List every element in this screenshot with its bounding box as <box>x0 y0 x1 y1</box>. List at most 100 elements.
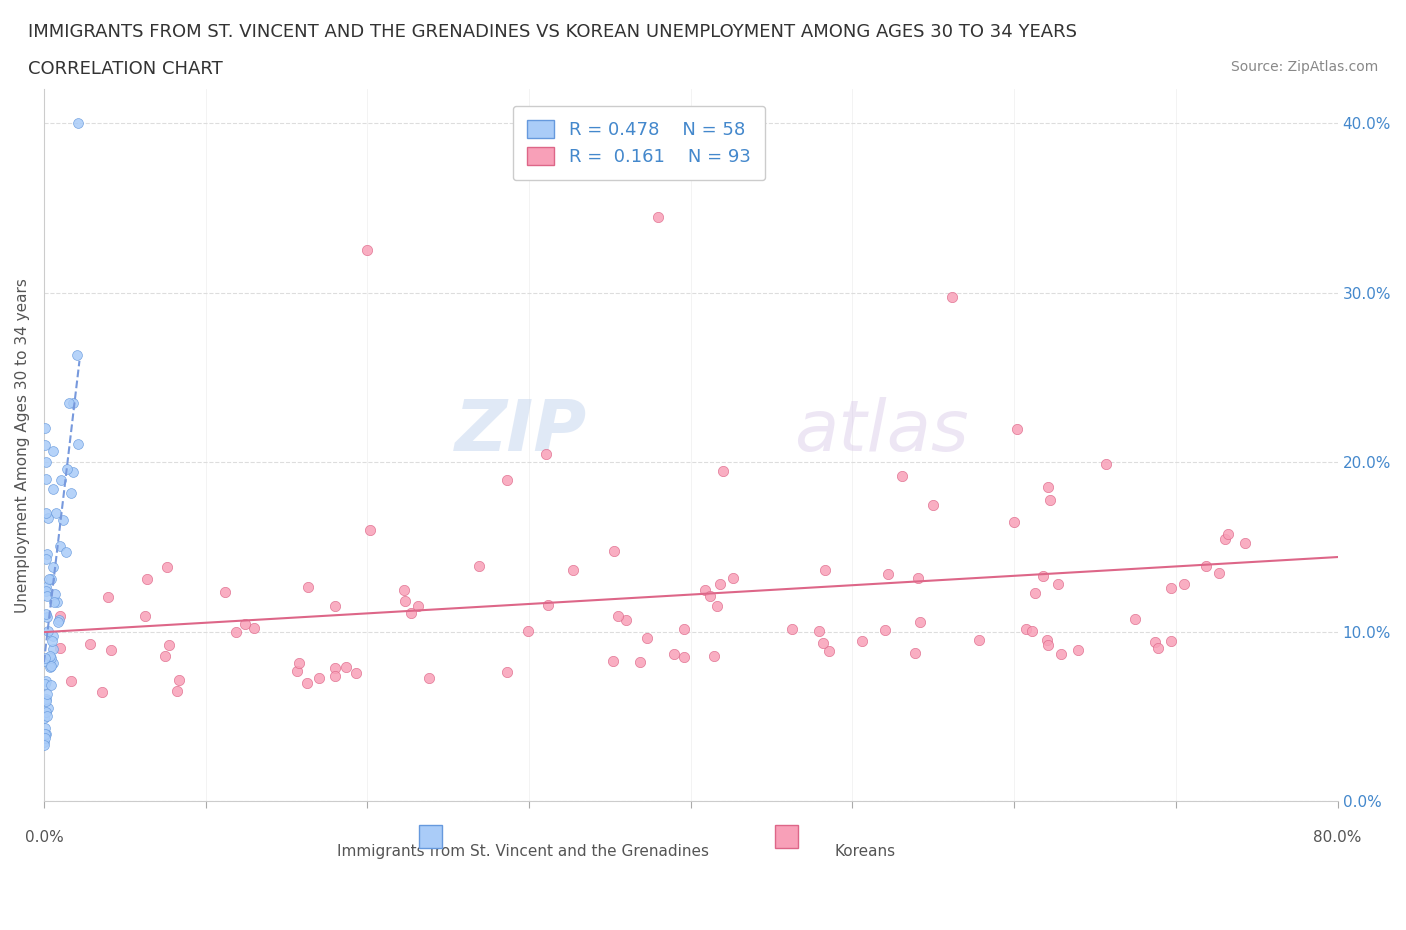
Point <box>647 209 669 224</box>
Point <box>1066 643 1088 658</box>
Point <box>35 551 58 566</box>
Point <box>1021 623 1043 638</box>
Point <box>34 711 56 725</box>
Point <box>35 686 58 701</box>
Point <box>225 625 247 640</box>
Point <box>34 455 56 470</box>
Point <box>97 590 120 604</box>
Y-axis label: Unemployment Among Ages 30 to 34 years: Unemployment Among Ages 30 to 34 years <box>15 278 30 613</box>
Point <box>873 622 896 637</box>
Point <box>295 676 318 691</box>
Point <box>38 648 60 663</box>
Point <box>602 654 624 669</box>
Point <box>34 653 56 668</box>
Point <box>406 598 429 613</box>
Point <box>35 693 58 708</box>
Point <box>922 498 945 512</box>
Point <box>37 709 59 724</box>
Point <box>100 643 122 658</box>
Point <box>418 671 440 685</box>
Point <box>662 647 685 662</box>
Point <box>495 472 517 487</box>
Point <box>706 599 728 614</box>
Point <box>1046 577 1069 591</box>
Point <box>1123 612 1146 627</box>
Point <box>34 579 56 594</box>
Point <box>45 594 67 609</box>
Point <box>134 608 156 623</box>
Point <box>65 348 87 363</box>
Point <box>1147 641 1170 656</box>
Point <box>34 692 56 707</box>
Text: 80.0%: 80.0% <box>1313 830 1362 844</box>
Point <box>711 463 734 478</box>
Point <box>297 579 319 594</box>
Point <box>537 598 560 613</box>
Point <box>34 726 56 741</box>
Text: Source: ZipAtlas.com: Source: ZipAtlas.com <box>1230 60 1378 74</box>
Point <box>1002 514 1025 529</box>
Point <box>534 447 557 462</box>
Point <box>1160 633 1182 648</box>
Text: IMMIGRANTS FROM ST. VINCENT AND THE GRENADINES VS KOREAN UNEMPLOYMENT AMONG AGES: IMMIGRANTS FROM ST. VINCENT AND THE GREN… <box>28 23 1077 41</box>
Point <box>1014 621 1036 636</box>
Point <box>672 621 695 636</box>
Point <box>34 730 56 745</box>
Point <box>167 672 190 687</box>
Point <box>34 721 56 736</box>
Point <box>614 613 637 628</box>
Point <box>907 571 929 586</box>
Point <box>66 116 89 131</box>
Point <box>693 582 716 597</box>
Point <box>1038 479 1060 494</box>
Point <box>335 660 357 675</box>
Point <box>35 705 58 720</box>
Point <box>34 438 56 453</box>
Point <box>59 674 82 689</box>
Text: ZIP: ZIP <box>456 396 588 466</box>
Point <box>359 523 381 538</box>
Text: atlas: atlas <box>794 396 969 466</box>
Point <box>1173 577 1195 591</box>
Point <box>58 395 80 410</box>
Point <box>818 644 841 658</box>
Point <box>394 593 416 608</box>
Point <box>602 543 624 558</box>
Point <box>42 444 65 458</box>
Point <box>1218 526 1240 541</box>
Point <box>35 726 58 741</box>
Point <box>851 633 873 648</box>
Point <box>156 559 179 574</box>
Point <box>517 624 540 639</box>
Legend: R = 0.478    N = 58, R =  0.161    N = 93: R = 0.478 N = 58, R = 0.161 N = 93 <box>513 105 765 180</box>
Point <box>35 607 58 622</box>
Point <box>44 594 66 609</box>
Point <box>1024 586 1046 601</box>
Point <box>890 469 912 484</box>
Point <box>153 648 176 663</box>
Point <box>628 655 651 670</box>
Point <box>1234 536 1257 551</box>
Point <box>233 617 256 631</box>
Point <box>39 659 62 674</box>
Point <box>607 608 630 623</box>
Point <box>495 665 517 680</box>
FancyBboxPatch shape <box>775 825 799 847</box>
Point <box>37 511 59 525</box>
Point <box>814 563 837 578</box>
Point <box>38 572 60 587</box>
Point <box>703 648 725 663</box>
Point <box>1095 457 1118 472</box>
Point <box>1215 531 1237 546</box>
Point <box>37 609 59 624</box>
Point <box>636 631 658 645</box>
Point <box>1143 634 1166 649</box>
Point <box>562 562 585 577</box>
Point <box>39 678 62 693</box>
Point <box>723 571 745 586</box>
Point <box>904 645 927 660</box>
Point <box>62 465 84 480</box>
Point <box>51 472 73 487</box>
Point <box>79 637 101 652</box>
Point <box>287 664 309 679</box>
